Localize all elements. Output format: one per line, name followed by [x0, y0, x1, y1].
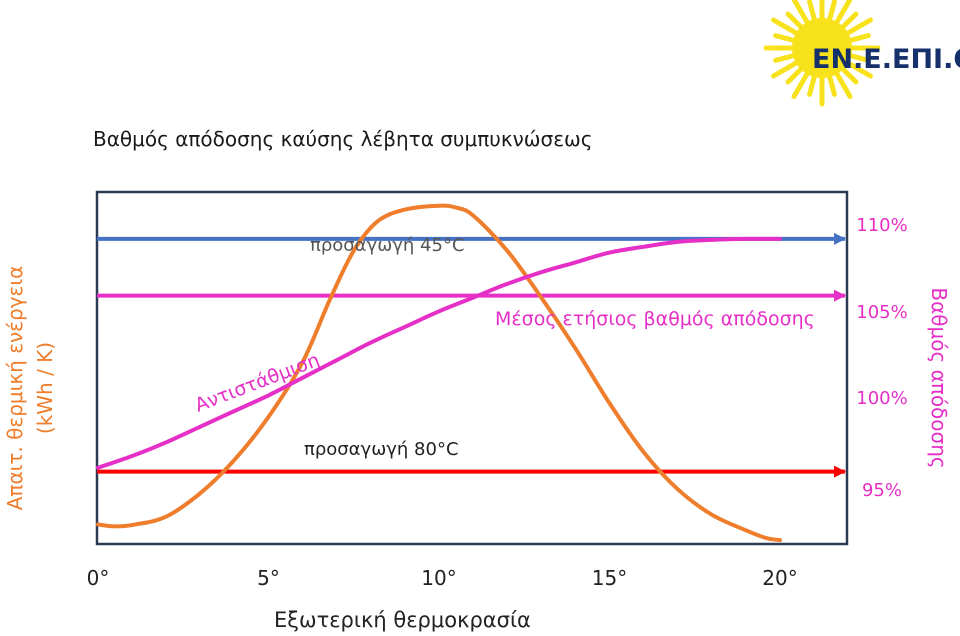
label-supply-80: προσαγωγή 80°C: [304, 439, 459, 460]
label-antistathmisi: Αντιστάθμιση: [192, 349, 323, 417]
logo: ΕΝ.Ε.ΕΠΙ.Θ.Ε.: [763, 0, 960, 107]
x-tick-label: 10°: [421, 566, 456, 590]
y-tick-label: 95%: [862, 480, 902, 501]
y-tick-label: 100%: [856, 388, 907, 409]
y-axis-label-left: Απαιτ. θερμική ενέργεια (kWh / K): [3, 266, 57, 511]
x-tick-label: 0°: [87, 566, 110, 590]
sun-icon: [763, 0, 881, 107]
y-axis-label-left-line-1: Απαιτ. θερμική ενέργεια: [3, 266, 27, 511]
y-tick-label: 110%: [856, 215, 907, 236]
y-axis-label-right: Βαθμός απόδοσης: [927, 287, 951, 468]
y-tick-label: 105%: [856, 302, 907, 323]
x-tick-label: 20°: [762, 566, 797, 590]
plot-frame: [95, 190, 849, 546]
chart-title: Βαθμός απόδοσης καύσης λέβητα συμπυκνώσε…: [93, 127, 593, 151]
label-mesos-vathmos: Μέσος ετήσιος βαθμός απόδοσης: [495, 308, 815, 330]
x-tick-label: 15°: [592, 566, 627, 590]
series-line-antistathmisi: [96, 203, 782, 543]
logo-text: ΕΝ.Ε.ΕΠΙ.Θ.Ε.: [812, 44, 960, 75]
x-axis-label: Εξωτερική θερμοκρασία: [274, 608, 531, 632]
x-tick-label: 5°: [257, 566, 280, 590]
series-line-mesos-vathmos: [96, 236, 782, 470]
label-supply-45: προσαγωγή 45°C: [310, 235, 465, 256]
y-axis-label-left-line-2: (kWh / K): [33, 342, 57, 434]
